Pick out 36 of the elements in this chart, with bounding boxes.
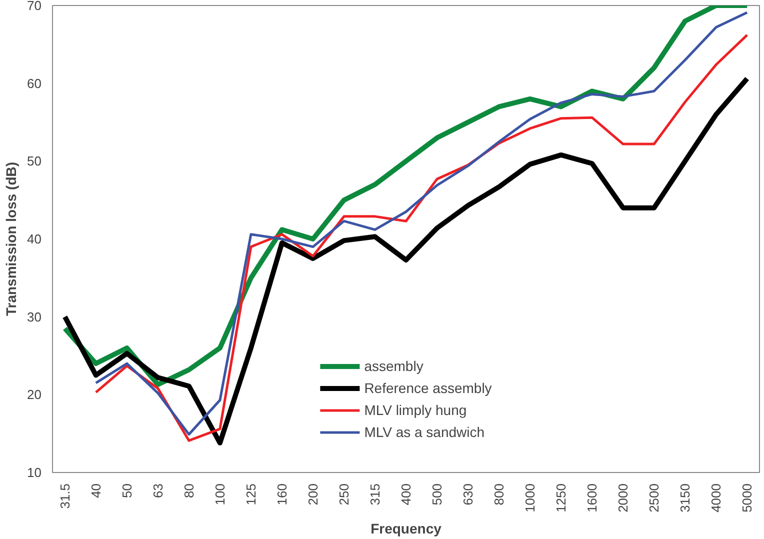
x-tick-label: 63 [150,483,166,498]
x-tick-label: 2500 [646,484,662,512]
x-tick-label: 500 [430,483,445,506]
legend-label: MLV limply hung [364,402,467,418]
x-tick-label: 5000 [740,484,755,512]
y-tick-label: 10 [27,465,42,480]
x-axis-title: Frequency [370,520,442,536]
y-tick-label: 20 [27,387,42,402]
x-tick-label: 50 [119,483,134,498]
x-tick-label: 3150 [678,484,693,512]
x-tick-label: 31.5 [57,483,72,509]
y-axis-title: Transmission loss (dB) [3,162,20,316]
x-tick-label: 100 [212,483,228,506]
legend-label: Reference assembly [364,380,492,396]
x-tick-label: 4000 [708,484,724,512]
x-tick-label: 250 [336,483,352,506]
y-tick-label: 60 [27,76,42,91]
x-tick-label: 2000 [616,484,631,512]
y-tick-label: 30 [27,309,42,324]
x-tick-label: 125 [243,483,258,506]
legend-label: assembly [364,358,424,374]
x-tick-label: 630 [460,483,476,506]
x-tick-label: 800 [492,483,507,506]
x-tick-label: 40 [88,483,104,498]
x-tick-label: 1600 [584,484,600,512]
y-tick-label: 50 [27,154,42,169]
x-tick-label: 1000 [522,484,538,512]
x-tick-label: 1250 [554,484,569,512]
x-tick-label: 80 [181,483,196,498]
x-tick-label: 400 [398,483,414,506]
x-tick-label: 160 [274,483,290,506]
x-tick-label: 315 [367,483,382,506]
x-tick-label: 200 [305,483,320,506]
y-tick-label: 70 [27,0,42,13]
y-tick-label: 40 [27,232,42,246]
legend-label: MLV as a sandwich [364,424,485,440]
